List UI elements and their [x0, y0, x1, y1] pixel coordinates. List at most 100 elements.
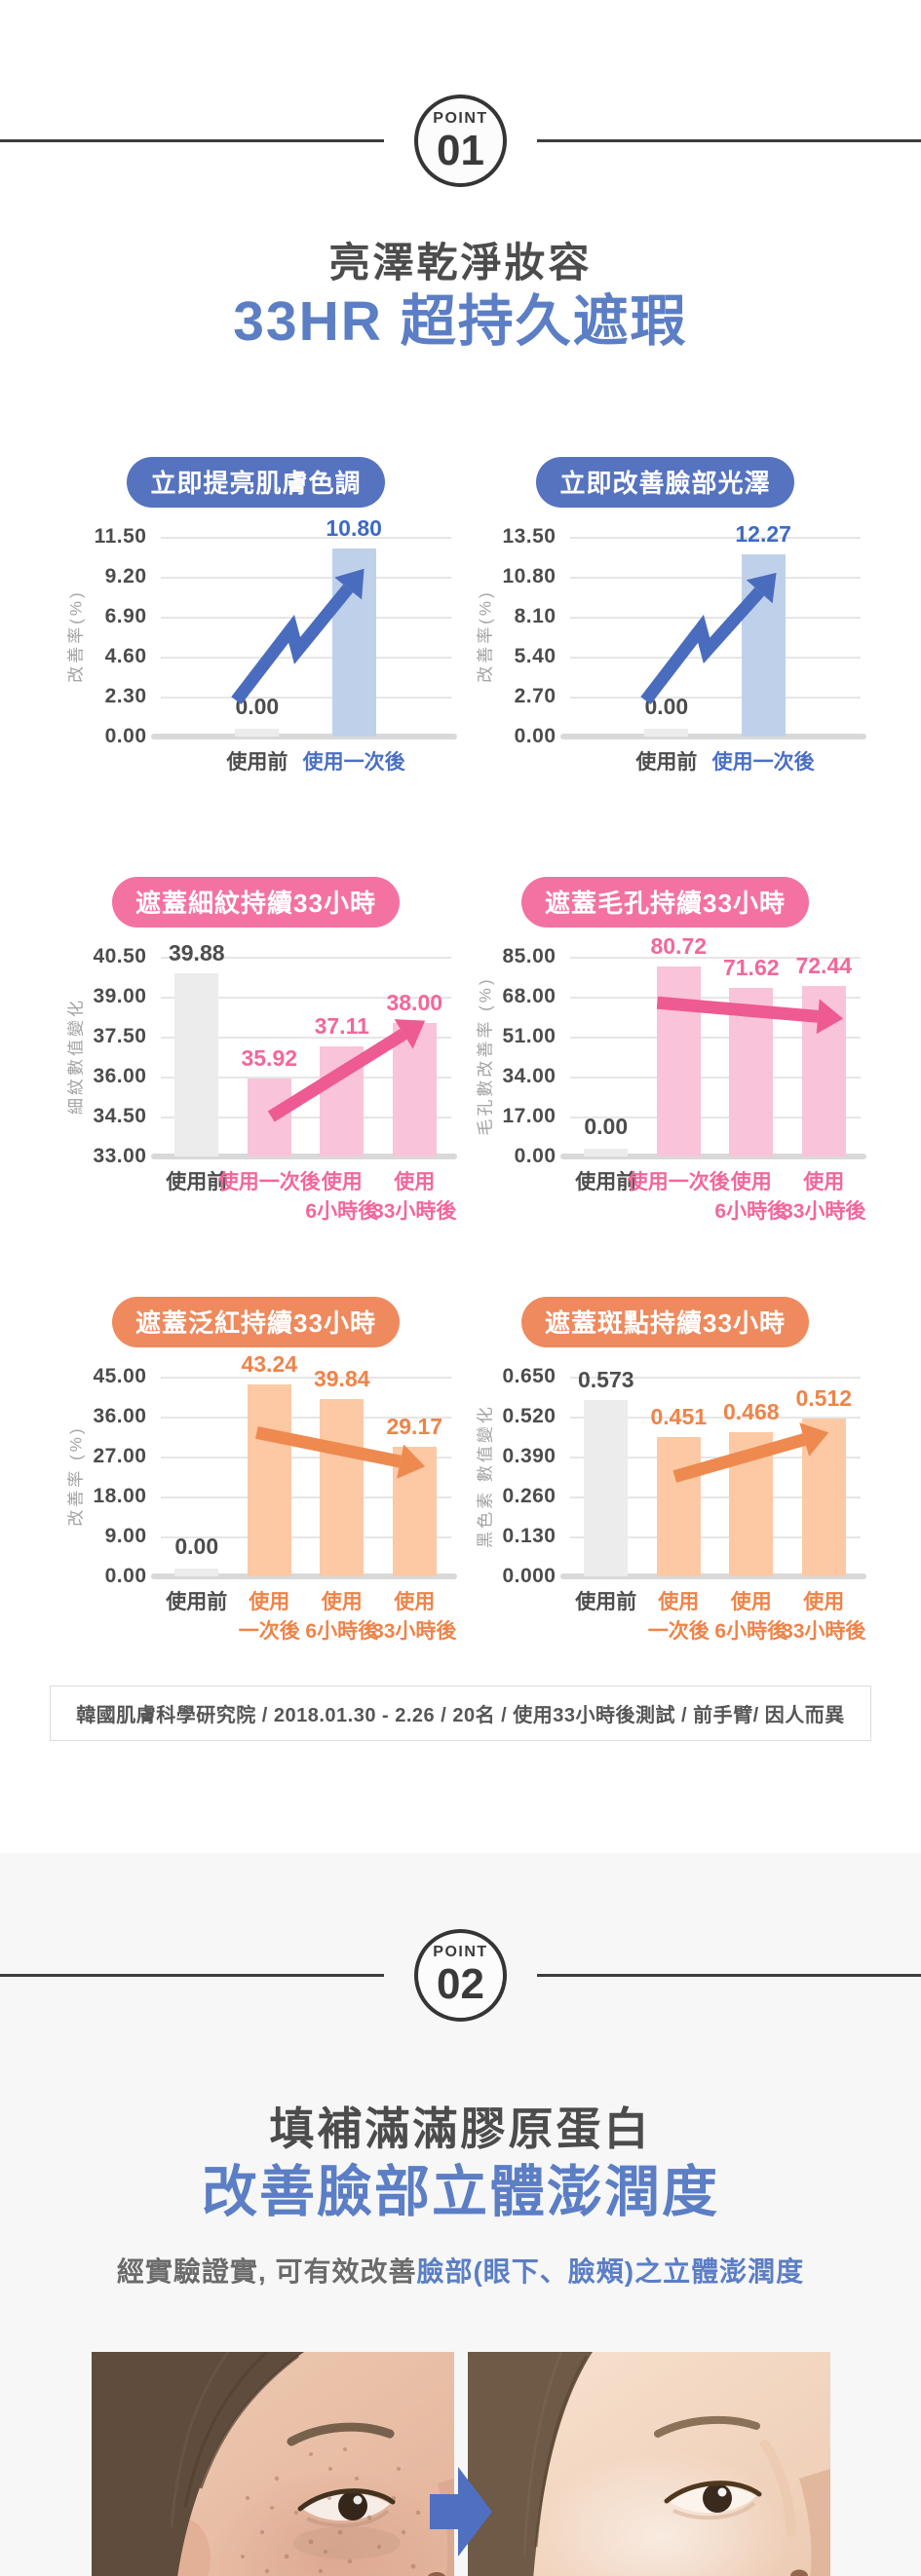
point1-heading-accent: 33HR 超持久遮瑕: [233, 290, 688, 354]
chart-plot-area: 毛孔數改善率 (%) 85.00 68.00 51.00 34.00 17.00 0.00 0…: [471, 933, 866, 1231]
chart-card: 遮蓋泛紅持續33小時 改善率 (%) 45.00 36.00 27.00 18.00 9.0…: [52, 1296, 461, 1650]
point1-section: POINT 01 亮澤乾淨妝容 33HR 超持久遮瑕 立即提亮肌膚色調改善率(%…: [0, 95, 921, 1741]
divider-line-right: [537, 1973, 921, 1977]
y-tick-label: 8.10: [514, 604, 556, 627]
divider-line-right: [537, 139, 921, 142]
bar-value-label: 29.17: [386, 1413, 443, 1439]
point2-heading-accent: 改善臉部立體澎潤度: [202, 2160, 719, 2223]
gridline: [160, 956, 451, 959]
y-axis-ticks: 40.50 39.00 37.50 36.00 34.50 33.00: [87, 945, 161, 1167]
gridline: [569, 1036, 861, 1039]
point-number: 02: [437, 1960, 484, 2009]
right-arrow-icon: [429, 2466, 492, 2557]
x-category-label: 使用前: [226, 750, 288, 774]
x-axis-labels: 使用前 使用一次後: [161, 748, 451, 811]
y-tick-label: 2.70: [514, 684, 556, 707]
x-category-label: 使用一次後: [627, 1170, 730, 1193]
y-tick-label: 37.50: [93, 1024, 147, 1047]
gridline: [160, 1036, 451, 1039]
x-axis-line: [559, 1153, 866, 1159]
gridline: [569, 536, 861, 539]
bar-value-label: 12.27: [735, 521, 791, 548]
bar-value-label: 39.88: [168, 939, 225, 966]
gridline: [569, 576, 861, 579]
chart-title-pill: 遮蓋斑點持續33小時: [521, 1296, 809, 1347]
chart-plot-area: 改善率(%) 11.50 9.20 6.90 4.60 2.30 0.00 0.00 10.80…: [61, 515, 457, 811]
gridline: [160, 696, 451, 699]
trend-arrow: [672, 1421, 828, 1483]
bar: [235, 728, 280, 737]
after-face-image: [467, 2351, 830, 2576]
y-tick-label: 85.00: [502, 944, 556, 967]
gridline: [160, 1116, 451, 1118]
y-axis-ticks: 45.00 36.00 27.00 18.00 9.00 0.00: [87, 1365, 161, 1587]
study-footnote: 韓國肌膚科學研究院 / 2018.01.30 - 2.26 / 20名 / 使用…: [50, 1685, 871, 1741]
y-tick-label: 0.520: [502, 1404, 556, 1427]
point1-badge: POINT 01: [414, 95, 507, 187]
trend-arrow: [254, 1425, 425, 1479]
y-tick-label: 18.00: [93, 1484, 147, 1507]
x-axis-line: [559, 733, 866, 739]
y-axis-label: 毛孔數改善率 (%): [476, 976, 494, 1136]
charts-grid: 立即提亮肌膚色調 改善率(%) 11.50 9.20 6.90 4.60 2.30 0.00 0…: [0, 456, 921, 1650]
x-category-label: 使用 6小時後: [305, 1170, 379, 1224]
gridline: [160, 576, 451, 579]
gridline: [569, 656, 861, 659]
y-tick-label: 13.50: [502, 524, 556, 548]
y-tick-label: 17.00: [502, 1104, 556, 1127]
x-axis-labels: 使用前 使用一次後: [570, 748, 861, 811]
y-tick-label: 6.90: [104, 604, 147, 627]
y-tick-label: 0.00: [514, 724, 556, 747]
point2-section: POINT 02 填補滿滿膠原蛋白 改善臉部立體澎潤度 經實驗證實, 可有效改善…: [0, 1852, 921, 2576]
trend-arrow: [230, 568, 365, 704]
x-axis-line: [150, 1153, 457, 1159]
point2-divider: POINT 02: [0, 1928, 921, 2022]
x-category-label: 使用前: [166, 1590, 228, 1613]
x-category-label: 使用 6小時後: [305, 1590, 379, 1644]
y-tick-label: 45.00: [93, 1364, 147, 1387]
bar-value-label: 0.468: [722, 1399, 780, 1425]
gridline: [160, 656, 451, 659]
gridline: [569, 696, 861, 699]
subtitle-prefix: 經實驗證實, 可有效改善: [116, 2255, 417, 2287]
x-category-label: 使用 33小時後: [372, 1590, 457, 1644]
chart-title-pill: 立即提亮肌膚色調: [127, 456, 385, 508]
y-axis-label: 改善率(%): [476, 589, 494, 683]
chart-card: 遮蓋細紋持續33小時 細紋數值變化 40.50 39.00 37.50 36.00 34.5…: [52, 876, 461, 1231]
point1-heading-dark: 亮澤乾淨妝容: [328, 240, 593, 285]
y-tick-label: 4.60: [104, 644, 147, 667]
y-tick-label: 68.00: [502, 984, 556, 1007]
gridline: [569, 1535, 861, 1538]
bar: [584, 1148, 629, 1156]
divider-line-left: [0, 139, 384, 142]
gridline: [160, 1496, 451, 1498]
after-photo: [467, 2351, 830, 2576]
gridline: [160, 1076, 451, 1079]
bar-value-label: 43.24: [241, 1350, 298, 1377]
subtitle-accent: 臉部(眼下、臉頰)之立體澎潤度: [416, 2255, 805, 2287]
gridline: [160, 1535, 451, 1538]
chart-title-pill: 立即改善臉部光澤: [536, 456, 794, 508]
bar-value-label: 39.84: [313, 1366, 370, 1392]
bar: [392, 1023, 437, 1156]
y-axis-label: 細紋數值變化: [66, 998, 85, 1116]
chart-card: 遮蓋斑點持續33小時 黑色素 數值變化 0.650 0.520 0.390 0.260 0.…: [461, 1296, 870, 1650]
chart-title-pill: 遮蓋毛孔持續33小時: [521, 876, 809, 928]
bar: [584, 1399, 629, 1576]
point2-subtitle: 經實驗證實, 可有效改善臉部(眼下、臉頰)之立體澎潤度: [0, 2251, 921, 2290]
gridline: [160, 1416, 451, 1419]
bar: [247, 1383, 291, 1576]
bar: [174, 972, 219, 1156]
gridline: [569, 1456, 861, 1458]
bar-value-label: 0.00: [584, 1113, 629, 1139]
x-category-label: 使用 33小時後: [782, 1170, 866, 1224]
bar: [174, 1568, 219, 1576]
y-tick-label: 34.00: [502, 1064, 556, 1087]
x-category-label: 使用 33小時後: [782, 1590, 866, 1644]
y-tick-label: 33.00: [93, 1144, 147, 1167]
x-category-label: 使用 6小時後: [714, 1590, 788, 1644]
y-tick-label: 10.80: [502, 564, 556, 587]
before-after-arrow-icon: [429, 2461, 492, 2562]
gridline: [569, 1116, 861, 1118]
